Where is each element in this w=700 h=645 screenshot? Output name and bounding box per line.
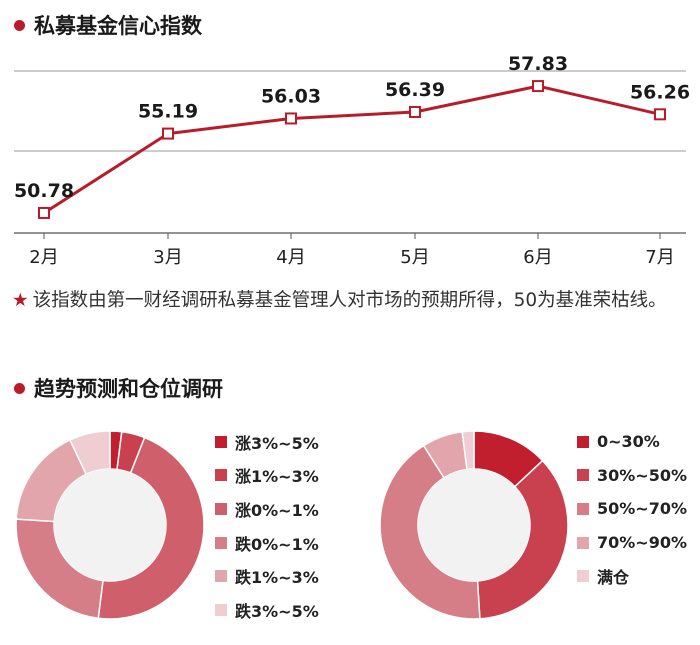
legend-swatch xyxy=(215,536,227,549)
data-label: 57.83 xyxy=(508,55,568,75)
data-label: 56.26 xyxy=(630,81,690,103)
legend-label: 30%~50% xyxy=(597,465,687,485)
data-label: 50.78 xyxy=(14,180,74,202)
legend-swatch xyxy=(215,469,227,482)
donut-hole xyxy=(418,469,530,581)
footnote: ★ 该指数由第一财经调研私募基金管理人对市场的预期所得，50为基准荣枯线。 xyxy=(12,286,692,315)
legend-label: 70%~90% xyxy=(597,533,687,553)
data-label: 56.39 xyxy=(385,79,445,101)
legend-item: 0~30% xyxy=(577,425,687,459)
legend-swatch xyxy=(577,435,589,448)
confidence-line-chart: 2月 3月 4月 5月 6月 7月 50.78 55.19 56.03 56.39 57.83 56.… xyxy=(14,55,690,268)
donut-hole xyxy=(54,469,166,581)
legend-item: 涨0%~1% xyxy=(215,492,319,526)
legend-swatch xyxy=(577,502,589,515)
data-point xyxy=(38,206,50,219)
x-tick-label: 6月 xyxy=(523,247,552,268)
trend-position-title: 趋势预测和仓位调研 xyxy=(34,377,223,401)
legend-swatch xyxy=(215,435,227,448)
data-point xyxy=(409,105,421,118)
legend-label: 跌3%~5% xyxy=(235,601,319,621)
legend-swatch xyxy=(215,502,227,515)
legend-label: 满仓 xyxy=(597,568,630,588)
data-label: 55.19 xyxy=(138,101,198,123)
trend-forecast-legend: 涨3%~5% 涨1%~3% 涨0%~1% 跌0%~1% 跌1%~3% 跌3%~5% xyxy=(215,425,319,627)
legend-label: 涨1%~3% xyxy=(235,467,319,487)
confidence-index-title: 私募基金信心指数 xyxy=(34,14,202,38)
bullet-dot-icon xyxy=(14,19,25,31)
donut-slice xyxy=(97,436,205,620)
legend-label: 涨0%~1% xyxy=(235,500,319,520)
legend-item: 跌0%~1% xyxy=(215,526,319,560)
data-point xyxy=(654,108,666,121)
x-tick-label: 4月 xyxy=(276,247,305,268)
x-tick-label: 5月 xyxy=(400,247,429,268)
legend-item: 涨3%~5% xyxy=(215,425,319,459)
legend-swatch xyxy=(577,469,589,482)
data-point xyxy=(162,127,174,140)
legend-item: 50%~70% xyxy=(577,492,687,526)
legend-swatch xyxy=(577,570,589,583)
x-tick-label: 7月 xyxy=(645,247,674,268)
star-icon: ★ xyxy=(12,290,29,311)
legend-item: 涨1%~3% xyxy=(215,459,319,493)
legend-label: 涨3%~5% xyxy=(235,433,319,453)
x-tick-label: 2月 xyxy=(29,247,58,268)
legend-label: 跌0%~1% xyxy=(235,534,319,554)
legend-label: 0~30% xyxy=(597,432,660,452)
legend-label: 跌1%~3% xyxy=(235,568,319,588)
trend-forecast-donut xyxy=(15,430,205,620)
data-label: 56.03 xyxy=(261,85,321,107)
legend-swatch xyxy=(577,536,589,549)
data-point xyxy=(285,112,297,125)
legend-item: 30%~50% xyxy=(577,459,687,493)
bullet-dot-icon xyxy=(14,382,25,394)
legend-item: 满仓 xyxy=(577,559,687,593)
series-line xyxy=(43,84,661,215)
legend-item: 跌3%~5% xyxy=(215,593,319,627)
legend-swatch xyxy=(215,570,227,583)
data-point xyxy=(532,80,544,93)
legend-item: 70%~90% xyxy=(577,526,687,560)
x-tick-label: 3月 xyxy=(153,247,182,268)
section-title-confidence-index: 私募基金信心指数 xyxy=(14,10,202,40)
position-survey-donut xyxy=(379,430,569,620)
footnote-text: 该指数由第一财经调研私募基金管理人对市场的预期所得，50为基准荣枯线。 xyxy=(32,290,667,311)
section-title-trend-position: 趋势预测和仓位调研 xyxy=(14,373,223,403)
legend-swatch xyxy=(215,603,227,616)
legend-item: 跌1%~3% xyxy=(215,559,319,593)
position-survey-legend: 0~30% 30%~50% 50%~70% 70%~90% 满仓 xyxy=(577,425,687,593)
legend-label: 50%~70% xyxy=(597,499,687,519)
